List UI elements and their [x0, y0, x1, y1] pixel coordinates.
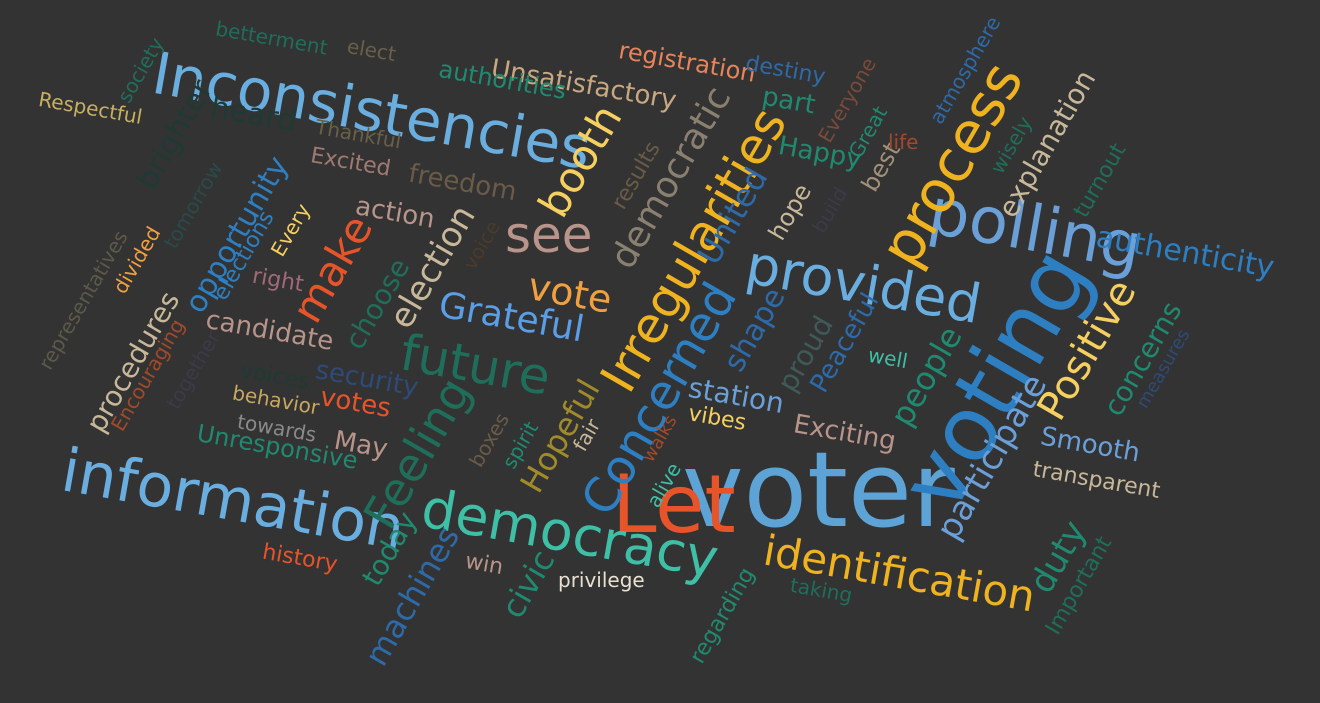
word-elect: elect [345, 33, 398, 67]
word-life: life [888, 130, 919, 154]
word-civic: civic [493, 543, 563, 625]
word-transparent: transparent [1030, 457, 1162, 504]
word-excited: Excited [308, 143, 393, 182]
word-win: win [463, 548, 506, 581]
word-see: see [505, 206, 593, 264]
word-hope: hope [762, 179, 818, 245]
word-let: Let [612, 458, 736, 551]
word-privilege: privilege [558, 568, 645, 592]
word-voter: voter [682, 429, 955, 551]
word-well: well [866, 342, 910, 374]
word-representatives: representatives [33, 226, 133, 374]
word-destiny: destiny [743, 51, 828, 90]
word-every: Every [265, 199, 316, 261]
word-right: right [250, 263, 306, 298]
